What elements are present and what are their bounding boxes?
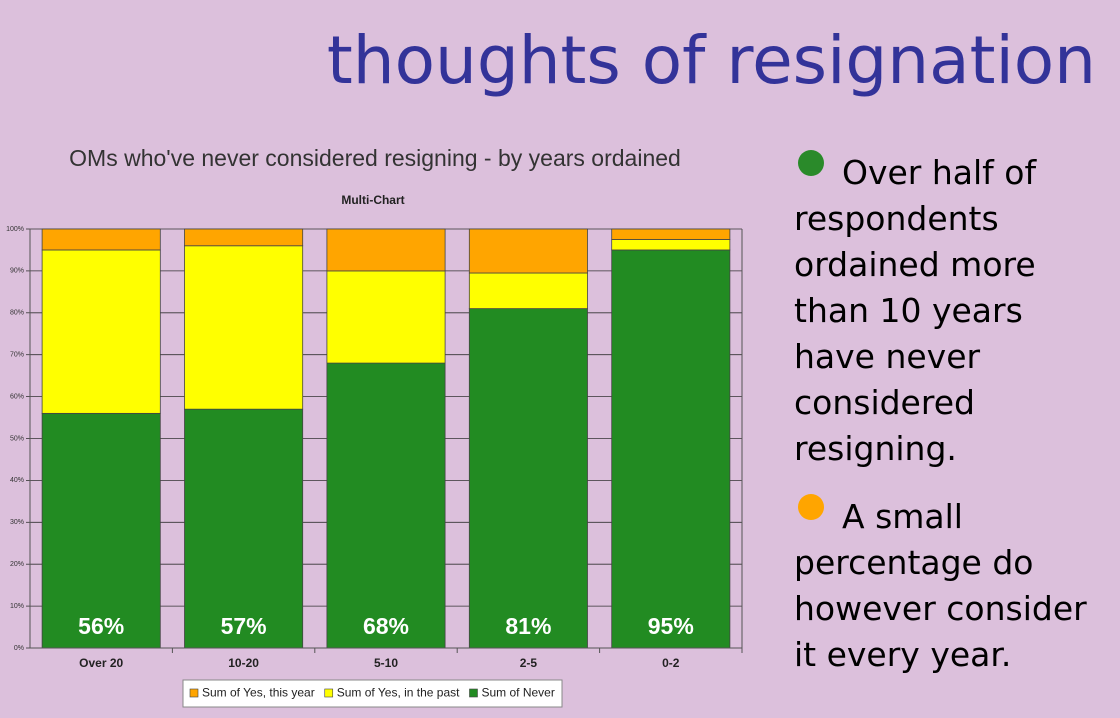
y-tick-label: 80% — [10, 310, 24, 317]
bar-segment — [41, 228, 161, 251]
bar-segment — [468, 272, 588, 310]
data-label: 68% — [363, 613, 409, 639]
y-tick-label: 60% — [10, 393, 24, 400]
bullet: Over half of respondents ordained more t… — [794, 150, 1112, 472]
x-tick-label: 10-20 — [228, 656, 259, 670]
bar-segment — [326, 362, 446, 649]
x-tick-label: Over 20 — [79, 656, 123, 670]
legend-label: Sum of Yes, this year — [202, 686, 315, 700]
chart-subtitle: Multi-Chart — [341, 193, 404, 207]
bullet-dot — [798, 150, 824, 176]
bullet-list: Over half of respondents ordained more t… — [794, 150, 1112, 700]
bar-segment — [611, 228, 731, 240]
bar-segment — [326, 270, 446, 364]
bar-segment — [468, 228, 588, 274]
x-tick-label: 2-5 — [520, 656, 538, 670]
x-tick-label: 5-10 — [374, 656, 398, 670]
y-tick-label: 30% — [10, 519, 24, 526]
x-tick-label: 0-2 — [662, 656, 680, 670]
legend-swatch — [189, 688, 199, 698]
data-label: 81% — [505, 613, 551, 639]
legend-swatch — [324, 688, 334, 698]
data-label: 56% — [78, 613, 124, 639]
legend-swatch — [469, 688, 478, 698]
y-tick-label: 50% — [10, 435, 24, 442]
bullet-dot — [798, 494, 824, 520]
y-tick-label: 70% — [10, 352, 24, 359]
bullet: A small percentage do however consider i… — [794, 494, 1112, 678]
bar-segment — [184, 245, 304, 410]
bullet-text: Over half of respondents ordained more t… — [794, 153, 1037, 468]
data-label: 57% — [221, 613, 267, 639]
y-tick-label: 100% — [6, 226, 24, 233]
bar-segment — [468, 308, 588, 649]
slide-title: thoughts of resignation — [326, 22, 1096, 99]
bar-segment — [326, 228, 446, 272]
chart: OMs who've never considered resigning - … — [6, 145, 743, 708]
bar-segment — [611, 239, 731, 251]
bar-segment — [184, 228, 304, 247]
legend-box — [182, 679, 563, 708]
bar-segment — [184, 408, 304, 649]
legend-label: Sum of Never — [481, 686, 554, 700]
y-tick-label: 20% — [10, 561, 24, 568]
bar-segment — [41, 412, 161, 649]
y-tick-label: 90% — [10, 268, 24, 275]
chart-title: OMs who've never considered resigning - … — [69, 145, 681, 171]
y-tick-label: 40% — [10, 477, 24, 484]
bar-segment — [611, 249, 731, 649]
y-tick-label: 10% — [10, 603, 24, 610]
data-label: 95% — [648, 613, 694, 639]
legend-label: Sum of Yes, in the past — [337, 686, 460, 700]
y-tick-label: 0% — [14, 645, 24, 652]
bullet-text: A small percentage do however consider i… — [794, 497, 1087, 674]
bar-segment — [41, 249, 161, 414]
